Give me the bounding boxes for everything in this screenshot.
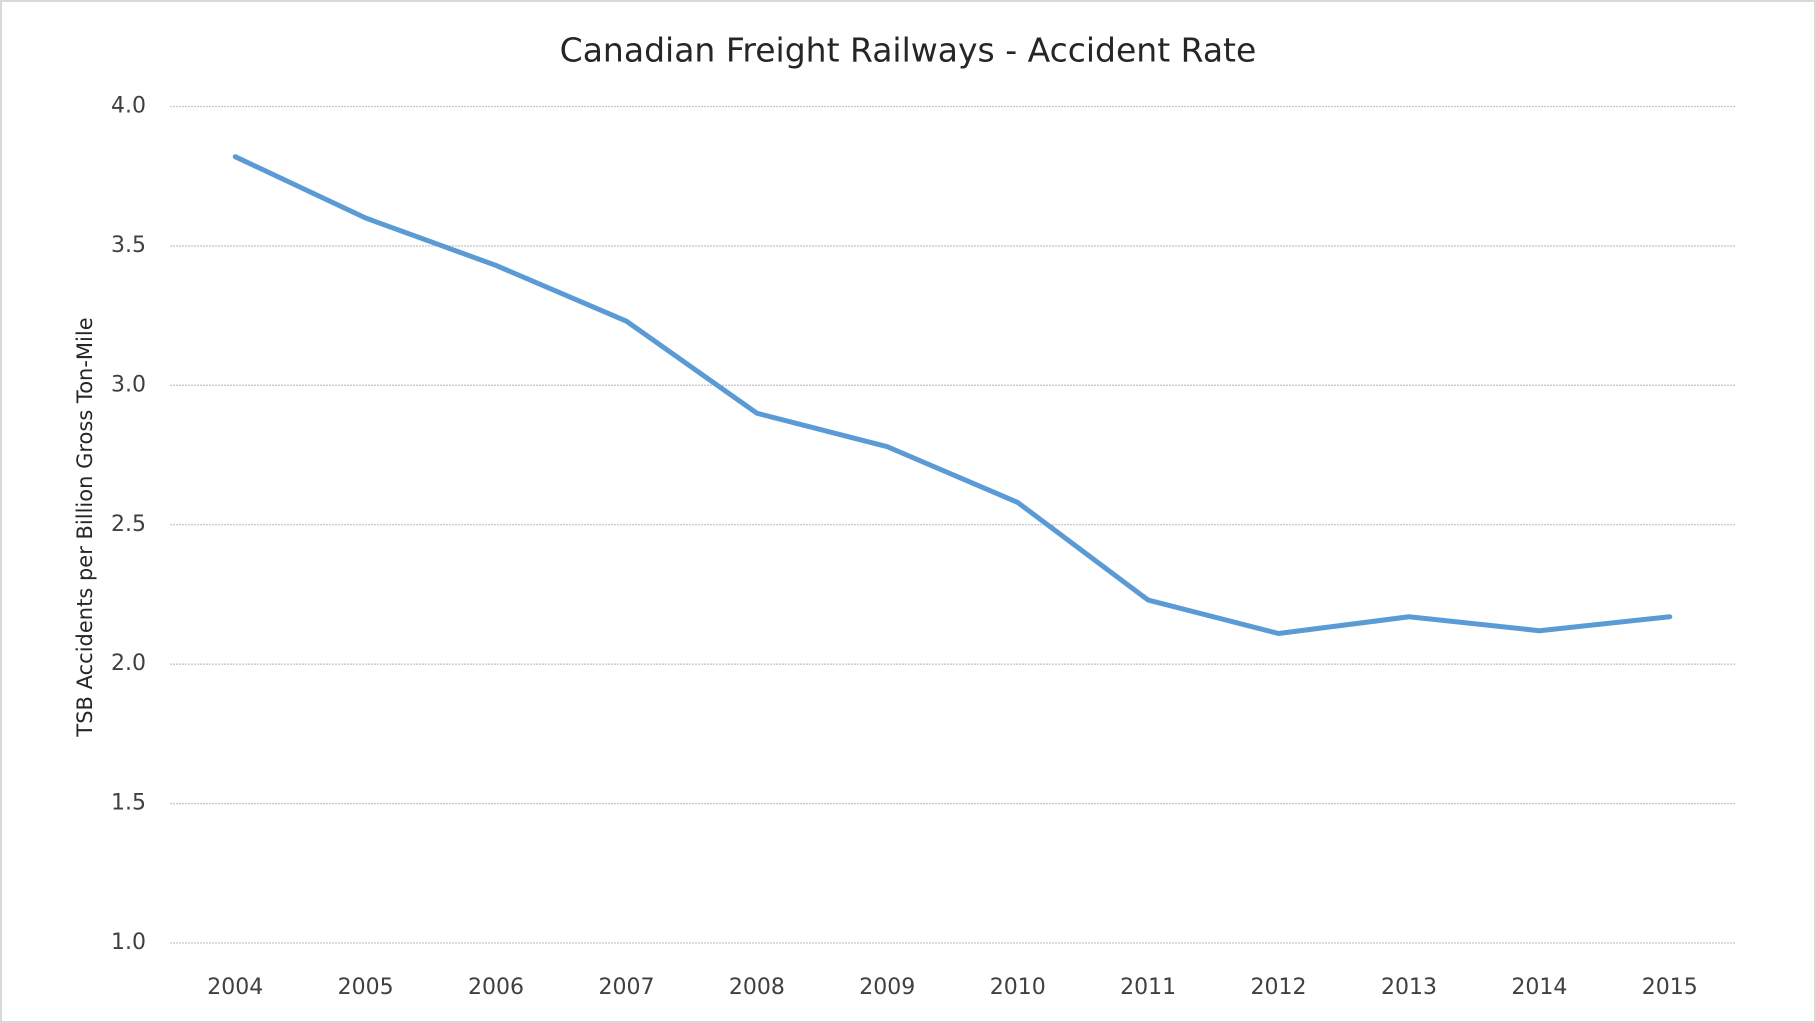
x-tick-label: 2007 [598,975,654,1000]
data-line [232,154,1673,636]
x-tick-label: 2005 [338,975,394,1000]
x-tick-label: 2010 [990,975,1046,1000]
chart-title: Canadian Freight Railways - Accident Rat… [560,31,1257,70]
y-tick-label: 4.0 [111,94,146,119]
y-tick-label: 3.0 [111,372,146,397]
y-tick-label: 2.5 [111,512,146,537]
x-tick-label: 2008 [729,975,785,1000]
y-axis-title: TSB Accidents per Billion Gross Ton-Mile [73,317,97,737]
x-tick-label: 2014 [1511,975,1567,1000]
y-tick-label: 2.0 [111,651,146,676]
x-tick-label: 2012 [1251,975,1307,1000]
x-tick-label: 2015 [1642,975,1698,1000]
y-tick-label: 1.0 [111,930,146,955]
x-tick-label: 2011 [1120,975,1176,1000]
x-tick-label: 2009 [859,975,915,1000]
y-tick-label: 1.5 [111,791,146,816]
x-tick-label: 2004 [207,975,263,1000]
y-tick-label: 3.5 [111,233,146,258]
x-tick-label: 2006 [468,975,524,1000]
x-tick-label: 2013 [1381,975,1437,1000]
